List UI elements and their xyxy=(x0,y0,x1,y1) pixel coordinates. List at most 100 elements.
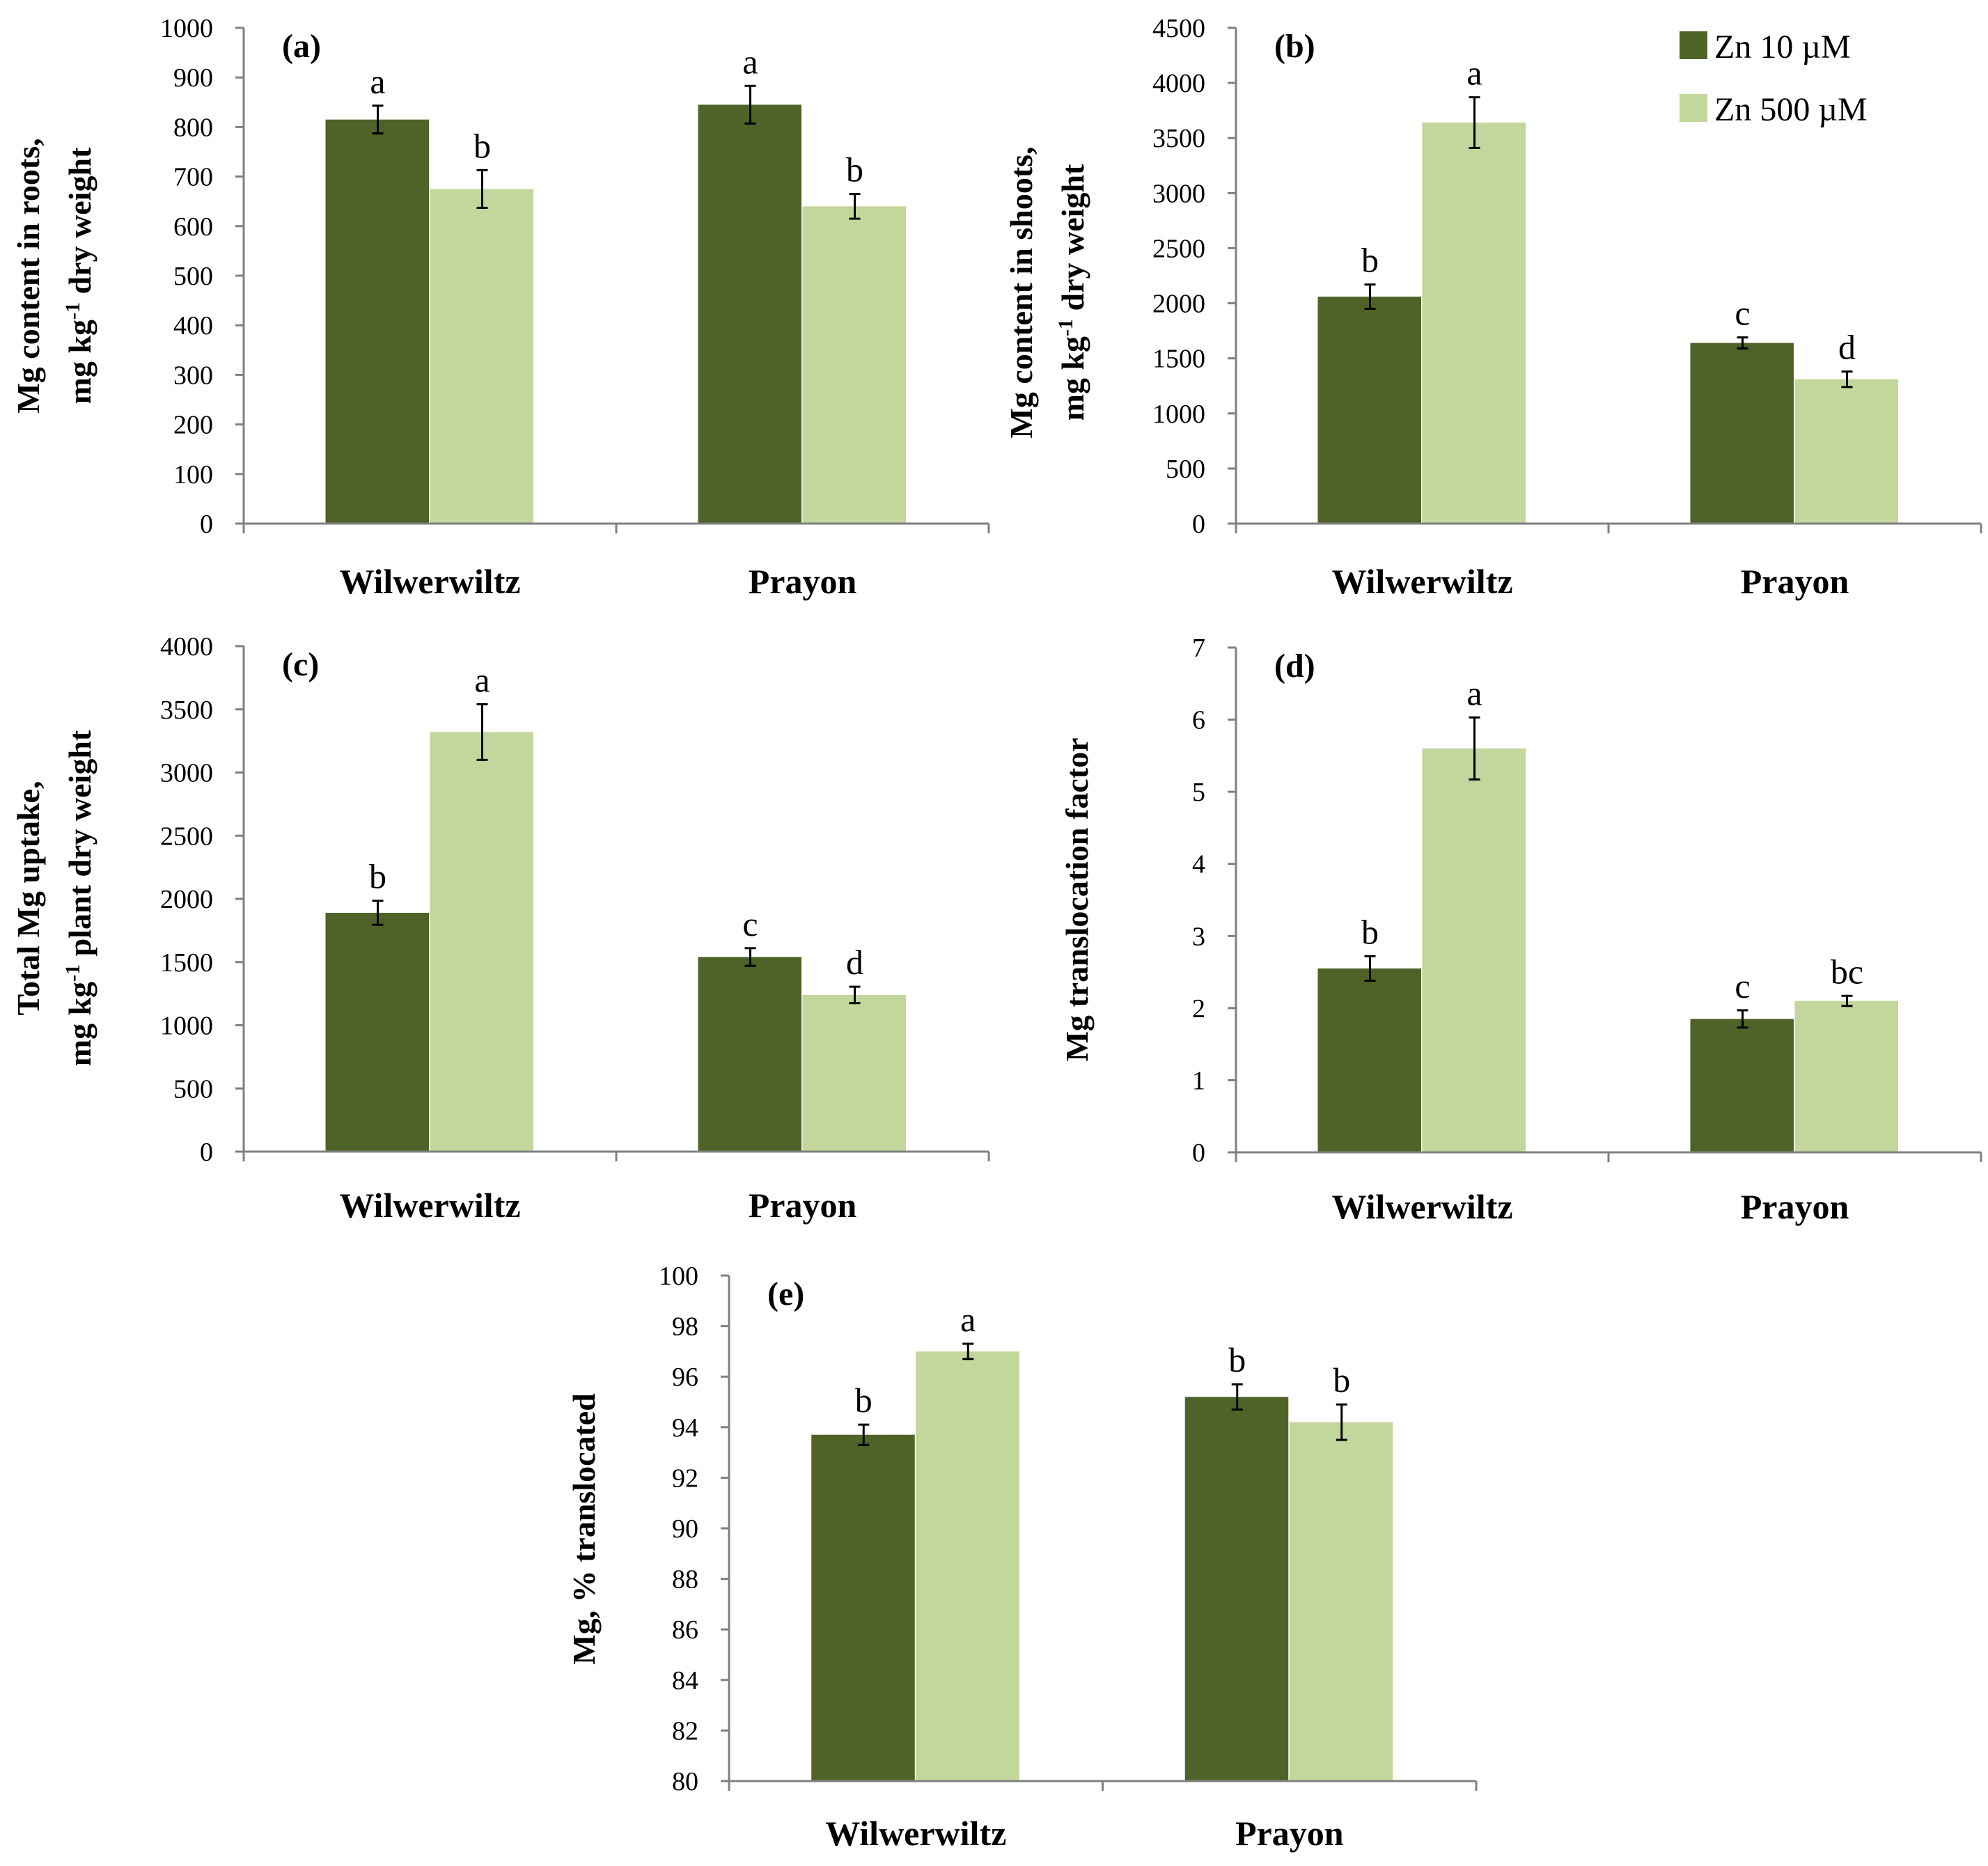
bar-b-Zn500M-wilwerwiltz xyxy=(1422,123,1527,524)
significance-letter: d xyxy=(1838,328,1856,367)
y-axis-label-unit: mg kg xyxy=(1055,336,1090,421)
y-tick-label: 4000 xyxy=(1152,69,1205,98)
y-axis-label: Mg translocation factor xyxy=(1059,738,1095,1062)
bar-c-Zn500M-wilwerwiltz xyxy=(430,732,535,1152)
y-tick-label: 2 xyxy=(1192,994,1205,1024)
y-tick-label: 3500 xyxy=(160,696,213,725)
y-axis-label-rest: plant dry weight xyxy=(62,730,97,964)
y-axis-label-rest: dry weight xyxy=(1055,164,1090,319)
panel-label: (e) xyxy=(767,1276,804,1312)
significance-letter: b xyxy=(1228,1340,1246,1379)
y-tick-label: 6 xyxy=(1192,706,1205,735)
legend: Zn 10 µM Zn 500 µM xyxy=(1680,29,1868,128)
y-axis-label-rest: dry weight xyxy=(62,147,97,302)
panel-label: (a) xyxy=(282,28,321,65)
y-axis-label: Mg, % translocated xyxy=(566,1393,602,1665)
y-tick-label: 7 xyxy=(1192,634,1205,663)
significance-letter: b xyxy=(1333,1361,1350,1400)
bar-b-Zn10M-prayon xyxy=(1690,343,1795,524)
chart-panel-c: b c a d 0 500 1000 1500 2000 2500 3000 3500 4000 Wilw… xyxy=(10,632,990,1225)
bar-c-Zn10M-prayon xyxy=(698,957,803,1152)
y-tick-label: 80 xyxy=(672,1767,698,1796)
y-tick-label: 92 xyxy=(672,1464,698,1493)
y-tick-label: 2000 xyxy=(160,885,213,914)
y-tick-label: 4000 xyxy=(160,632,213,661)
bar-a-Zn10M-wilwerwiltz xyxy=(325,119,430,524)
chart-panel-b: b c a d 0 500 1000 1500 2000 2500 3000 3500 4000 4500… xyxy=(1003,14,1982,601)
y-tick-label: 800 xyxy=(173,113,213,142)
y-tick-label: 2500 xyxy=(160,822,213,851)
panel-label: (b) xyxy=(1274,28,1315,65)
y-tick-label: 700 xyxy=(173,163,213,192)
bar-d-Zn500M-prayon xyxy=(1794,1001,1900,1152)
category-label: Wilwerwiltz xyxy=(339,562,520,601)
y-tick-label: 2000 xyxy=(1152,290,1205,319)
category-label: Wilwerwiltz xyxy=(825,1814,1006,1853)
category-label: Prayon xyxy=(1741,1187,1849,1226)
y-axis-label-line2: mg kg-1 dry weight xyxy=(61,147,98,404)
y-axis-label-line1: Mg content in shoots, xyxy=(1003,146,1039,438)
y-axis-label-unit: mg kg xyxy=(62,320,97,404)
category-label: Prayon xyxy=(749,562,857,601)
bar-e-Zn500M-wilwerwiltz xyxy=(916,1351,1021,1781)
y-tick-label: 400 xyxy=(173,311,213,340)
y-tick-label: 88 xyxy=(672,1565,698,1594)
significance-letter: a xyxy=(370,62,385,101)
y-axis-label-line2: mg kg-1 plant dry weight xyxy=(61,730,98,1066)
y-tick-label: 84 xyxy=(672,1666,698,1695)
y-tick-label: 98 xyxy=(672,1312,698,1342)
bar-d-Zn10M-prayon xyxy=(1690,1019,1795,1152)
y-axis-label-line1: Total Mg uptake, xyxy=(10,781,46,1016)
bar-d-Zn500M-wilwerwiltz xyxy=(1422,748,1527,1152)
significance-letter: a xyxy=(1466,54,1482,93)
bar-a-Zn500M-wilwerwiltz xyxy=(430,189,535,524)
bar-c-Zn500M-prayon xyxy=(802,994,907,1152)
y-axis-label-unit: mg kg xyxy=(62,982,97,1066)
panel-label: (c) xyxy=(282,646,319,683)
chart-panel-a: a a b b 0 100 200 300 400 500 600 700 800 900 1000 Wilw… xyxy=(10,14,990,601)
y-tick-label: 300 xyxy=(173,361,213,390)
legend-swatch-1 xyxy=(1680,94,1707,122)
y-tick-label: 4 xyxy=(1192,850,1205,879)
y-tick-label: 86 xyxy=(672,1615,698,1645)
category-label: Wilwerwiltz xyxy=(1331,562,1512,601)
significance-letter: a xyxy=(742,42,758,81)
category-label: Prayon xyxy=(1235,1814,1344,1853)
significance-letter: c xyxy=(1735,294,1750,333)
significance-letter: b xyxy=(473,126,491,165)
y-tick-label: 1 xyxy=(1192,1066,1205,1095)
y-tick-label: 0 xyxy=(1192,1138,1205,1168)
legend-label-0: Zn 10 µM xyxy=(1714,29,1851,65)
y-tick-label: 3500 xyxy=(1152,124,1205,153)
chart-panel-e: b b a b 80 82 84 86 88 90 92 94 96 98 100 Wilwerwiltz Pr… xyxy=(566,1262,1478,1853)
y-tick-label: 500 xyxy=(1166,455,1205,484)
significance-letter: b xyxy=(369,857,386,896)
category-label: Wilwerwiltz xyxy=(339,1186,520,1225)
category-label: Prayon xyxy=(749,1186,857,1225)
y-tick-label: 900 xyxy=(173,63,213,93)
bar-a-Zn10M-prayon xyxy=(698,104,803,524)
y-tick-label: 1500 xyxy=(160,948,213,978)
legend-swatch-0 xyxy=(1680,31,1707,59)
y-tick-label: 94 xyxy=(672,1413,698,1443)
y-tick-label: 2500 xyxy=(1152,234,1205,263)
y-tick-label: 0 xyxy=(200,1138,213,1167)
category-label: Wilwerwiltz xyxy=(1331,1187,1512,1226)
y-tick-label: 100 xyxy=(173,460,213,489)
significance-letter: d xyxy=(846,943,863,982)
panel-label: (d) xyxy=(1274,648,1315,684)
y-tick-label: 600 xyxy=(173,212,213,242)
significance-letter: b xyxy=(855,1381,872,1420)
y-tick-label: 1500 xyxy=(1152,345,1205,374)
y-tick-label: 4500 xyxy=(1152,14,1205,43)
significance-letter: a xyxy=(960,1300,976,1339)
y-axis-label-line2: mg kg-1 dry weight xyxy=(1054,164,1091,421)
significance-letter: c xyxy=(1735,966,1750,1005)
bar-a-Zn500M-prayon xyxy=(802,206,907,524)
significance-letter: bc xyxy=(1831,952,1863,991)
bar-b-Zn500M-prayon xyxy=(1794,379,1900,524)
y-tick-label: 5 xyxy=(1192,778,1205,807)
y-tick-label: 200 xyxy=(173,411,213,440)
y-tick-label: 1000 xyxy=(160,1012,213,1041)
